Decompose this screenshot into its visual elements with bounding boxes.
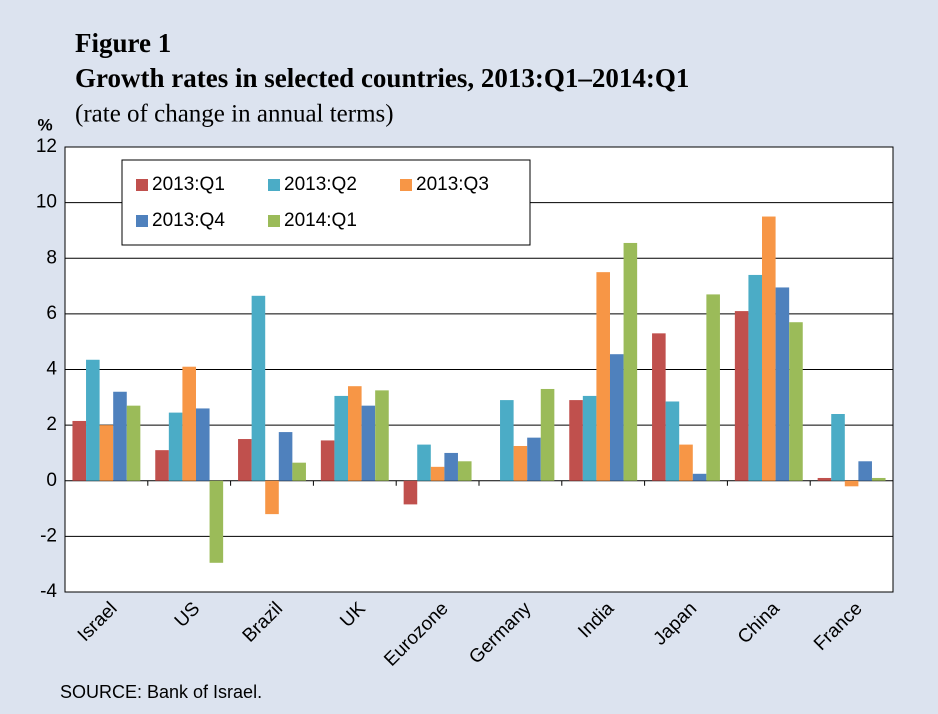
bar: [238, 439, 252, 481]
bar: [361, 405, 376, 481]
bar: [334, 395, 349, 481]
bar: [348, 386, 362, 481]
bar: [375, 390, 389, 481]
legend-swatch: [400, 179, 412, 191]
bar: [72, 420, 87, 481]
bar: [500, 400, 514, 481]
bar: [569, 400, 583, 481]
legend-label: 2013:Q2: [284, 174, 357, 195]
bar: [692, 473, 707, 481]
legend-swatch: [268, 215, 280, 227]
y-tick-label: 4: [46, 359, 57, 380]
bar: [527, 437, 541, 481]
y-tick-label: 10: [36, 192, 57, 213]
figure-label: Figure 1: [75, 28, 171, 58]
legend-label: 2014:Q1: [284, 210, 357, 231]
chart-subtitle: (rate of change in annual terms): [75, 101, 394, 128]
bar: [831, 414, 845, 481]
bar: [278, 432, 293, 481]
bar: [871, 477, 886, 481]
bar: [540, 388, 555, 481]
bar: [168, 412, 183, 481]
bar: [403, 480, 418, 505]
bar: [155, 450, 169, 481]
bar: [251, 295, 266, 481]
y-tick-label: 12: [36, 136, 57, 157]
bar: [99, 425, 114, 481]
bar: [430, 466, 445, 481]
bar: [817, 477, 832, 481]
bar: [457, 461, 472, 481]
legend-swatch: [136, 215, 148, 227]
legend-swatch: [136, 179, 148, 191]
bar: [513, 445, 528, 481]
bar: [665, 401, 680, 481]
bar: [86, 359, 100, 481]
legend-box: [121, 159, 531, 246]
bar: [679, 444, 693, 481]
y-unit: %: [37, 115, 52, 134]
chart-title: Growth rates in selected countries, 2013…: [75, 63, 689, 93]
bar: [734, 311, 749, 481]
bar: [762, 216, 776, 481]
y-tick-label: 8: [46, 247, 57, 268]
y-tick-label: 6: [46, 303, 57, 324]
bar: [417, 444, 431, 481]
bar: [748, 274, 763, 481]
source-note: SOURCE: Bank of Israel.: [60, 682, 262, 702]
bar: [775, 287, 790, 481]
bar: [209, 480, 224, 563]
plot-border: [64, 146, 894, 593]
bar: [292, 462, 306, 481]
bar: [858, 461, 872, 481]
bar: [652, 333, 666, 481]
bar: [320, 440, 335, 481]
bar: [609, 354, 624, 481]
bar: [706, 294, 720, 481]
bar: [844, 480, 859, 487]
y-tick-label: -4: [40, 581, 57, 602]
bar: [623, 242, 638, 481]
legend-label: 2013:Q3: [416, 174, 489, 195]
bar: [444, 452, 458, 481]
bar: [789, 322, 803, 481]
legend-label: 2013:Q1: [152, 174, 225, 195]
legend-label: 2013:Q4: [152, 210, 225, 231]
legend-swatch: [268, 179, 280, 191]
y-tick-label: 0: [46, 470, 57, 491]
y-tick-label: -2: [40, 525, 57, 546]
bar: [195, 408, 210, 481]
bar: [582, 395, 597, 481]
bar: [596, 272, 610, 481]
bar: [126, 405, 141, 481]
y-tick-label: 2: [46, 414, 57, 435]
bar: [113, 391, 127, 481]
bar: [265, 480, 279, 515]
bar: [182, 366, 196, 481]
